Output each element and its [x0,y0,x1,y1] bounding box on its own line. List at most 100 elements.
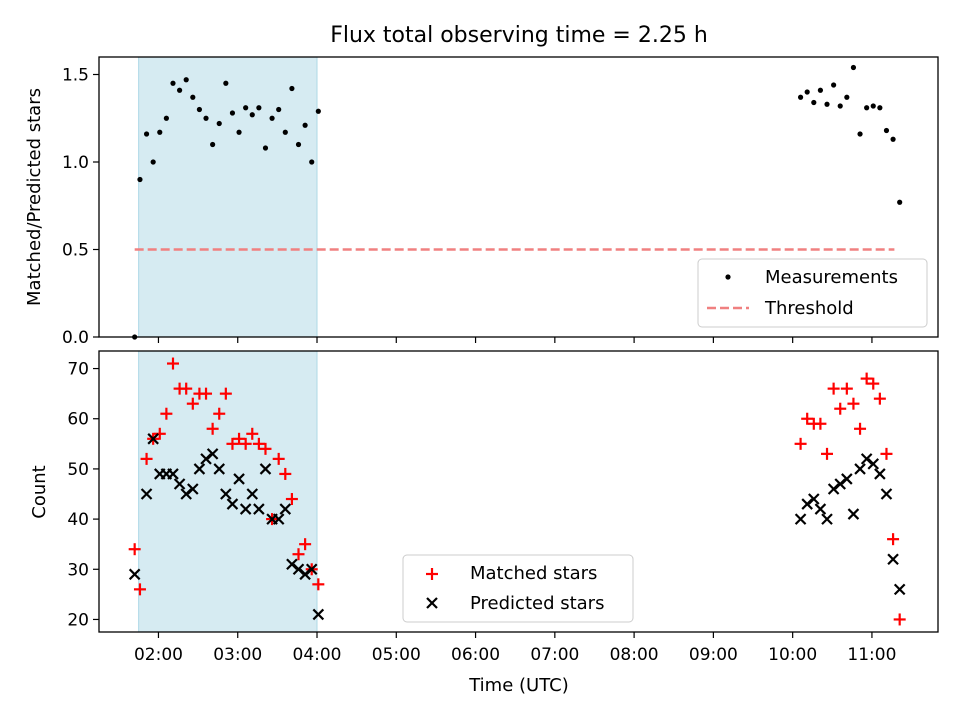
matched-star-point [140,452,153,465]
measurement-point [811,99,817,106]
x-stroke-b [173,478,186,490]
matched-star-point [226,437,239,450]
measurement-point [229,110,236,116]
measurement-point [804,89,810,95]
matched-star-point [186,397,199,410]
bottom-y-tick-label: 30 [67,560,89,580]
x-stroke-b [259,463,272,475]
matched-star-point [814,417,827,430]
top-legend: Measurements Threshold [697,258,928,328]
measurement-point [223,80,229,86]
top-legend-box [697,258,928,328]
measurement-point [157,129,163,135]
bottom-legend-box [402,554,634,623]
matched-star-point [213,407,226,420]
measurement-point [837,103,843,109]
predicted-star-point [887,553,899,566]
matched-star-point [801,412,814,425]
x-stroke-b [292,563,305,576]
top-highlight-span [138,56,318,338]
x-tick-label: 03:00 [213,645,262,665]
x-stroke-b [180,488,192,500]
matched-star-point [860,372,873,385]
x-stroke-b [854,463,866,475]
measurement-point [302,122,308,128]
matched-star-point [847,397,860,410]
predicted-star-point [814,503,827,515]
predicted-star-point [808,493,820,505]
predicted-star-point [893,583,906,596]
count-points [128,357,906,626]
bottom-axes-frame [98,350,939,633]
x-stroke-b [140,488,153,500]
bottom-y-ticks: 20 30 40 50 60 70 [67,360,99,630]
x-stroke-b [860,453,873,465]
x-stroke-b [147,433,159,445]
matched-star-point [128,543,141,556]
x-stroke-b [305,563,318,576]
predicted-star-point [272,513,285,525]
predicted-star-point [226,498,239,510]
predicted-star-point [140,488,153,500]
predicted-star-point [259,463,272,475]
measurement-point [143,131,150,137]
x-stroke-b [272,513,285,525]
bottom-panel: 20 30 40 50 60 70 02:00 03:00 04:00 05:00 06:00 07… [29,350,939,696]
matched-star-point [880,447,893,460]
x-tick-label: 08:00 [610,645,659,665]
x-stroke-b [867,458,880,470]
measurement-point [210,141,216,148]
matched-star-point [246,427,259,440]
predicted-star-point [874,468,886,480]
x-stroke-b [200,453,212,465]
measurement-point [163,115,169,121]
measurement-point [864,105,870,111]
bottom-y-tick-label: 20 [67,610,89,630]
x-stroke-b [233,473,245,485]
predicted-star-point [801,498,813,510]
x-tick-label: 02:00 [134,645,183,665]
matched-star-point [854,422,867,435]
matched-star-point [867,377,880,390]
predicted-star-point [193,463,206,475]
x-stroke-b [814,503,827,515]
x-stroke-b [801,498,813,510]
measurement-point [857,131,863,137]
matched-star-point [292,548,305,561]
x-stroke-b [279,503,292,515]
predicted-star-point [128,568,141,581]
x-stroke-b [312,608,325,621]
x-stroke-b [299,568,311,581]
matched-star-point [312,578,325,591]
measurement-point [870,103,876,109]
matched-star-point [219,387,232,400]
measurement-point [309,159,315,165]
top-y-tick-label: 0.0 [62,328,89,348]
x-stroke-b [220,488,232,500]
measurement-point [216,120,222,127]
x-stroke-b [874,468,886,480]
x-stroke-b [253,503,265,515]
measurement-point [196,106,203,113]
x-stroke-b [847,508,860,520]
x-tick-label: 05:00 [372,645,421,665]
bottom-x-ticks: 02:00 03:00 04:00 05:00 06:00 07:00 08:00 09:00… [134,632,896,665]
x-stroke-b [893,583,906,596]
measurement-point [315,108,321,114]
x-stroke-b [167,468,179,480]
matched-star-point [133,583,146,596]
predicted-star-point [180,488,192,500]
predicted-star-point [239,503,252,515]
predicted-star-point [847,508,860,520]
x-axis-label: Time (UTC) [468,675,569,696]
predicted-star-point [253,503,265,515]
legend-threshold-label: Threshold [764,298,854,319]
top-y-tick-label: 0.5 [62,241,89,261]
predicted-star-point [279,503,292,515]
bottom-y-axis-label: Count [29,465,50,518]
predicted-star-point [299,568,311,581]
matched-star-point [206,422,219,435]
chart-title: Flux total observing time = 2.25 h [330,23,708,48]
x-stroke-b [193,463,206,475]
